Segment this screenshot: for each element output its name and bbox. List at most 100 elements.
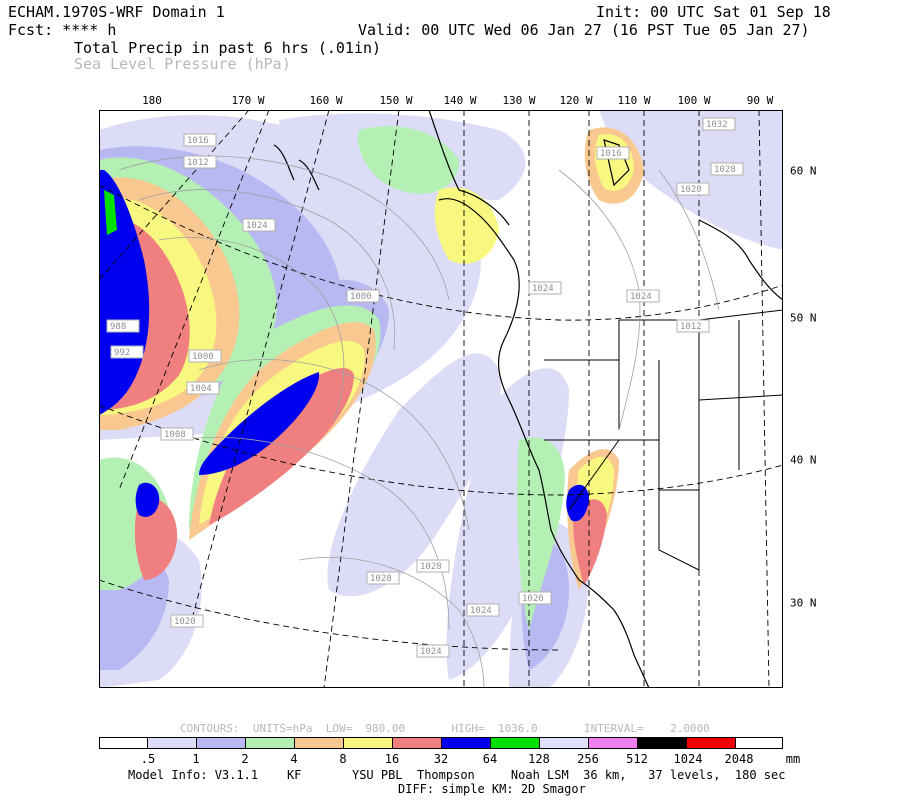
colorbar-label: 2048 [724,752,754,766]
svg-text:1008: 1008 [164,430,186,440]
colorbar-label: 4 [290,752,298,766]
coastlines [273,110,783,688]
svg-text:988: 988 [110,322,126,332]
precip-map-canvas: 1016 1012 1024 1000 988 992 1000 1004 10… [99,110,783,688]
svg-text:992: 992 [114,348,130,358]
colorbar-swatch-1 [196,737,246,749]
svg-text:1024: 1024 [532,284,554,294]
isobar-label: 1000 [346,289,380,303]
svg-text:1016: 1016 [600,149,622,159]
isobar-label: 1008 [160,427,194,441]
lon-label-120w: 120 W [559,94,593,107]
colorbar-label: 8 [339,752,347,766]
isobar-label: 1024 [416,644,450,658]
precip-64-area [104,190,117,235]
svg-text:1016: 1016 [187,136,209,146]
isobar-label: 1024 [528,281,562,295]
colorbar-swatch-64 [490,737,540,749]
svg-text:1028: 1028 [420,562,442,572]
isobar-label: 1024 [242,218,276,232]
lon-label-90w: 90 W [746,94,774,107]
isobar-label: 1028 [710,162,744,176]
isobar-label: 1012 [183,155,217,169]
isobar-label: 1020 [170,614,204,628]
colorbar-label: 256 [577,752,599,766]
lon-label-180: 180 [142,94,162,107]
lat-label-30n: 30 N [790,596,817,610]
colorbar-units: mm [785,752,801,766]
colorbar-label: 128 [528,752,550,766]
colorbar-label: 32 [433,752,449,766]
forecast-hour: Fcst: **** h [8,21,117,39]
colorbar-swatch-0 [99,737,148,749]
svg-text:1032: 1032 [706,120,728,130]
svg-text:1024: 1024 [470,606,492,616]
colorbar-swatch-2048 [735,737,783,749]
colorbar-swatch-4 [294,737,344,749]
lat-label-50n: 50 N [790,311,817,325]
colorbar-label: 16 [384,752,400,766]
isobar-label: 1016 [596,146,630,160]
isobar-label: 992 [110,345,144,359]
colorbar-swatch-128 [539,737,589,749]
isobar-label: 1020 [518,591,552,605]
colorbar-swatch-512 [637,737,687,749]
colorbar-label: 1 [192,752,200,766]
isobar-label: 1024 [626,289,660,303]
colorbar-label: 2 [241,752,249,766]
isobar-label: 1028 [416,559,450,573]
lon-label-140w: 140 W [443,94,477,107]
isobar-label: 1024 [466,603,500,617]
lon-label-100w: 100 W [677,94,711,107]
colorbar-label: 1024 [673,752,703,766]
svg-text:1020: 1020 [680,185,702,195]
isobar-label: 1004 [186,381,220,395]
diff-info: DIFF: simple KM: 2D Smagor [398,782,586,796]
valid-time: Valid: 00 UTC Wed 06 Jan 27 (16 PST Tue … [358,21,810,39]
lon-label-130w: 130 W [502,94,536,107]
colorbar-label: .5 [140,752,156,766]
map-frame [99,110,783,688]
model-title: ECHAM.1970S-WRF Domain 1 [8,3,225,21]
model-info: Model Info: V3.1.1 KF YSU PBL Thompson N… [128,768,786,782]
lat-label-40n: 40 N [790,453,817,467]
svg-text:1024: 1024 [420,647,442,657]
colorbar-swatch-16 [392,737,442,749]
precip-colorbar [99,737,783,750]
colorbar-swatch-1024 [686,737,736,749]
isobar-label: 1020 [676,182,710,196]
lon-label-170w: 170 W [231,94,265,107]
svg-text:1028: 1028 [370,574,392,584]
field-primary-title: Total Precip in past 6 hrs (.01in) [74,39,382,57]
colorbar-swatch-8 [343,737,393,749]
svg-text:1028: 1028 [714,165,736,175]
isobar-label: 1028 [366,571,400,585]
init-time: Init: 00 UTC Sat 01 Sep 18 [596,3,831,21]
svg-text:1012: 1012 [187,158,209,168]
colorbar-swatch-32 [441,737,491,749]
isobars [118,155,720,688]
svg-text:1020: 1020 [174,617,196,627]
precip-map: 1016 1012 1024 1000 988 992 1000 1004 10… [99,110,783,688]
isobar-label: 1032 [702,117,736,131]
svg-text:1012: 1012 [680,322,702,332]
lon-label-150w: 150 W [379,94,413,107]
svg-text:1000: 1000 [192,352,214,362]
isobar-label: 1012 [676,319,710,333]
isobar-labels: 1016 1012 1024 1000 988 992 1000 1004 10… [106,117,744,658]
svg-text:1024: 1024 [630,292,652,302]
svg-text:1000: 1000 [350,292,372,302]
lat-label-60n: 60 N [790,164,817,178]
colorbar-swatch-0-5 [147,737,197,749]
lon-label-110w: 110 W [617,94,651,107]
colorbar-label: 64 [482,752,498,766]
isobar-label: 1000 [188,349,222,363]
colorbar-label: 512 [626,752,648,766]
lon-label-160w: 160 W [309,94,343,107]
svg-text:1024: 1024 [246,221,268,231]
colorbar-swatch-256 [588,737,638,749]
svg-text:1020: 1020 [522,594,544,604]
isobar-label: 1016 [183,133,217,147]
colorbar-swatch-2 [245,737,295,749]
isobar-label: 988 [106,319,140,333]
